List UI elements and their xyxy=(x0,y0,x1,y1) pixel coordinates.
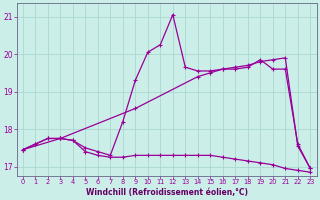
X-axis label: Windchill (Refroidissement éolien,°C): Windchill (Refroidissement éolien,°C) xyxy=(85,188,248,197)
